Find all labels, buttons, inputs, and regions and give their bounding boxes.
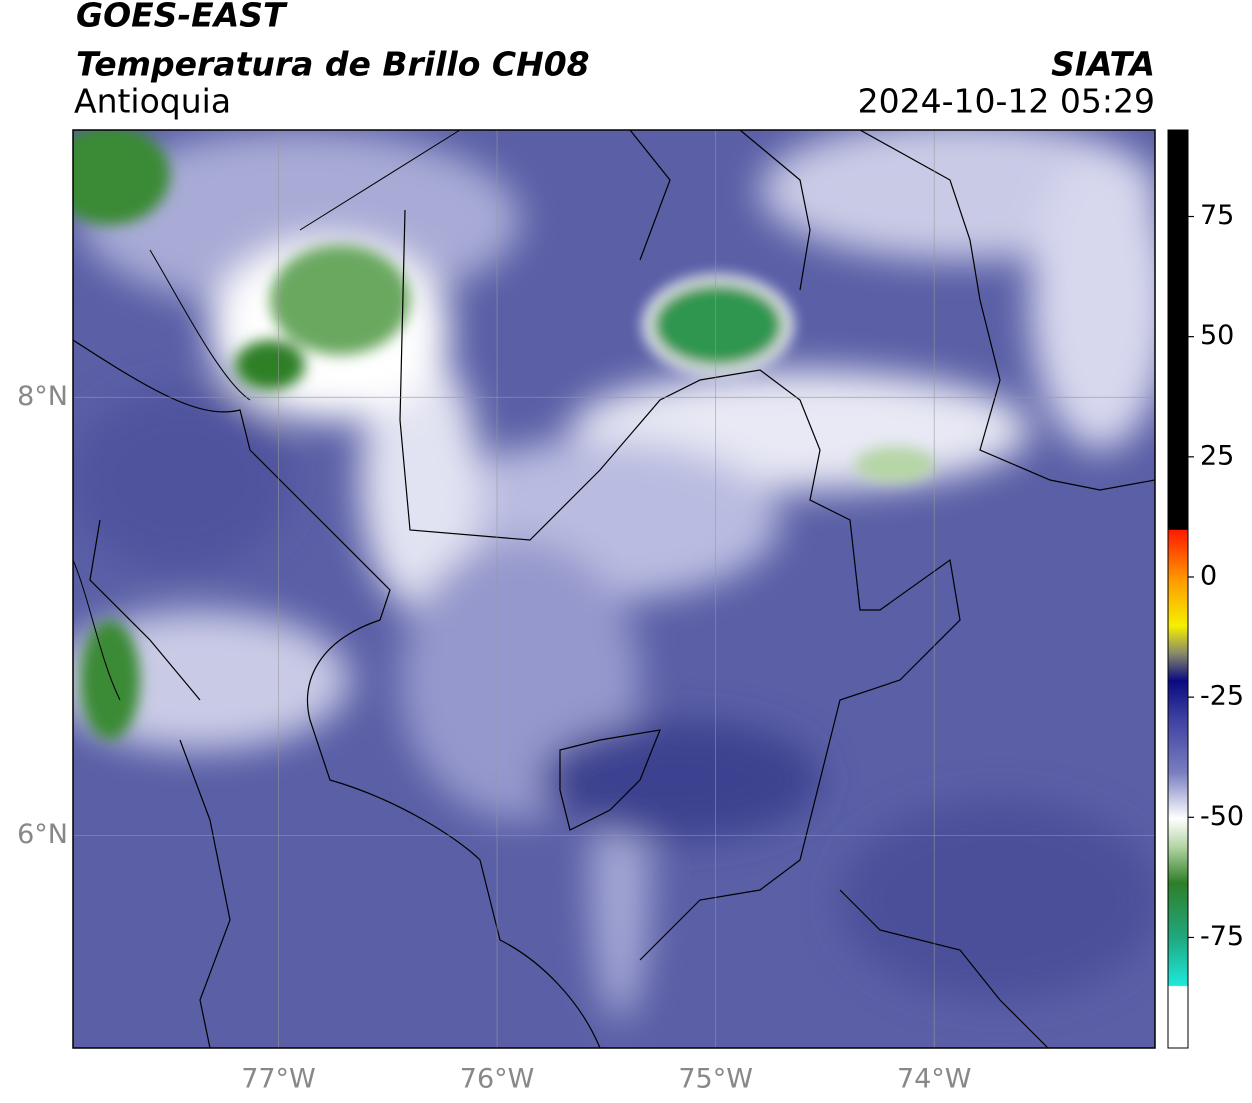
colorbar-tick-label: 0: [1200, 560, 1217, 591]
timestamp: 2024-10-12 05:29: [858, 82, 1155, 121]
title: GOES-EAST: [76, 0, 288, 35]
colorbar-tick-label: -50: [1200, 801, 1244, 832]
colorbar-tick-label: 25: [1200, 440, 1234, 471]
subtitle: Temperatura de Brillo CH08: [76, 45, 590, 84]
coastline: [73, 130, 461, 701]
lon-tick-label: 75°W: [678, 1064, 753, 1095]
source: SIATA: [1051, 45, 1155, 84]
colorbar: [1167, 129, 1189, 1049]
colorbar-tick-label: -75: [1200, 921, 1244, 952]
satellite-image: [73, 130, 1155, 1048]
region: Antioquia: [74, 82, 231, 121]
lon-tick-label: 77°W: [241, 1064, 316, 1095]
colorbar-tick-label: 75: [1200, 200, 1234, 231]
colorbar-tick-label: 50: [1200, 320, 1234, 351]
colorbar-tick-label: -25: [1200, 681, 1244, 712]
boundaries: [73, 130, 1155, 1048]
lat-tick-label: 8°N: [17, 381, 68, 412]
map-frame: [72, 129, 1156, 1049]
graticule: [73, 130, 1155, 1048]
lat-tick-label: 6°N: [17, 819, 68, 850]
lon-tick-label: 76°W: [460, 1064, 535, 1095]
lon-tick-label: 74°W: [897, 1064, 972, 1095]
